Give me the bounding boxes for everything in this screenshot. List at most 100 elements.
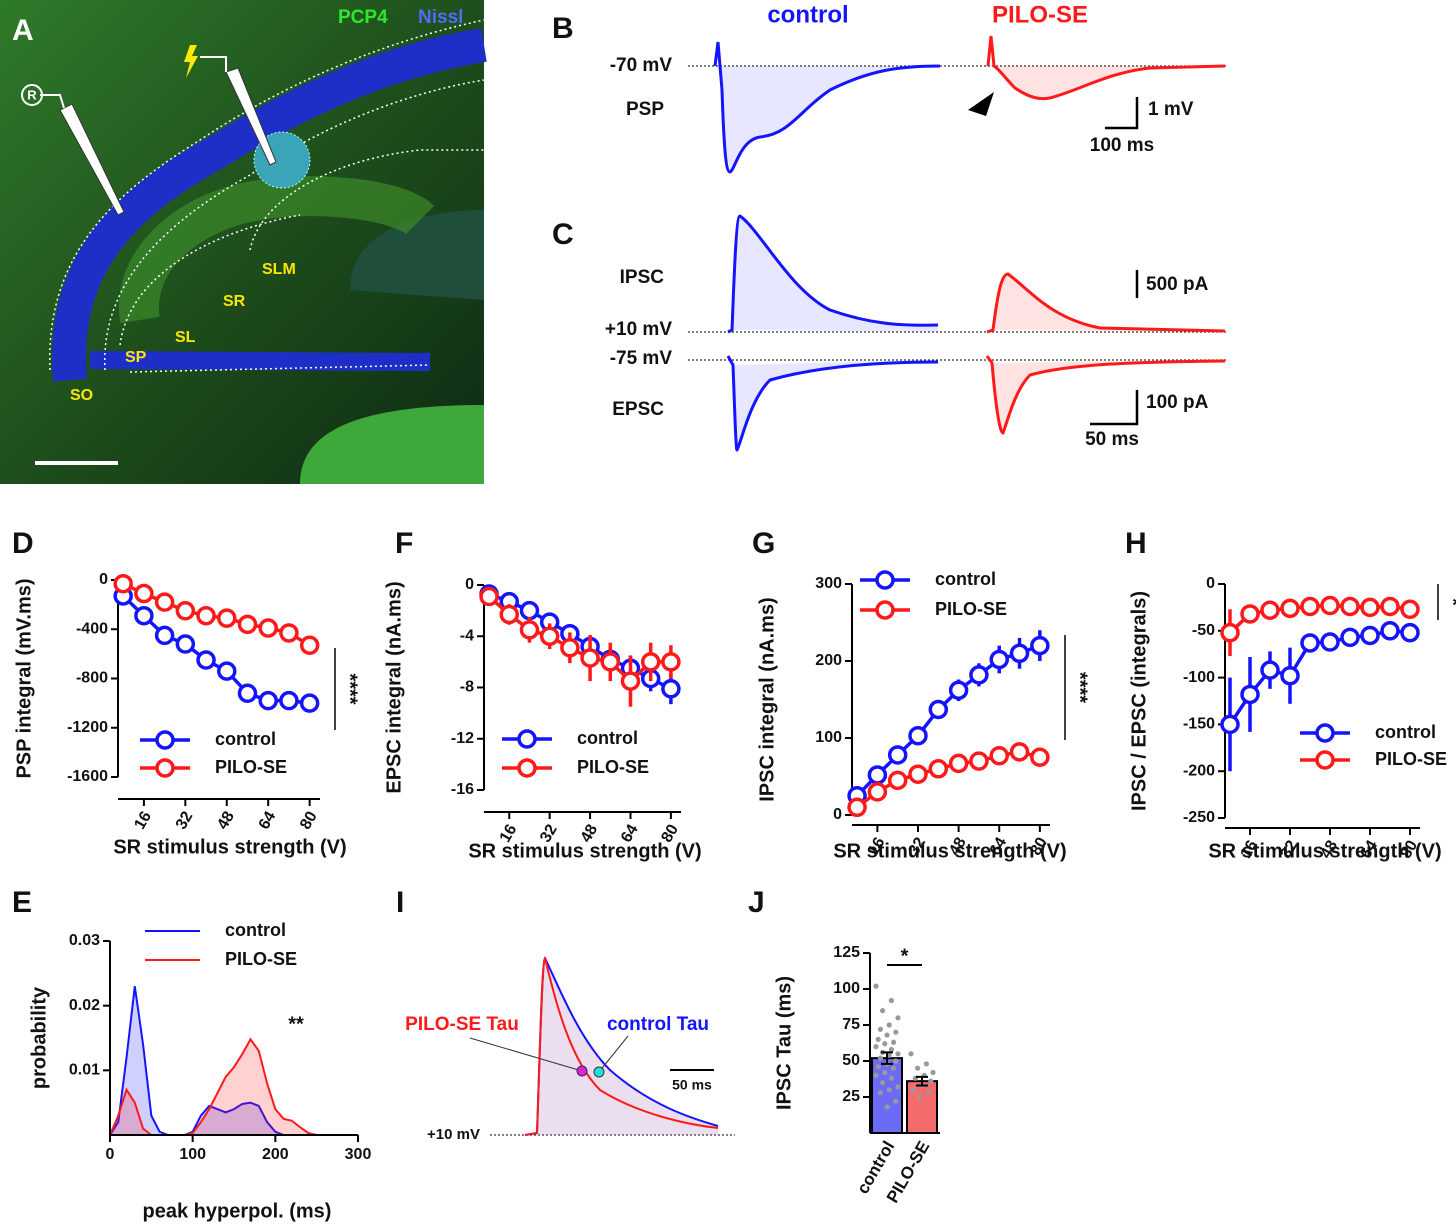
trace-label: EPSC — [612, 399, 664, 420]
data-point — [1340, 627, 1360, 648]
data-point — [134, 583, 154, 604]
y-axis-label: EPSC integral (nA.ms) — [383, 581, 405, 793]
data-point — [891, 1039, 897, 1045]
y-tick-label: -150 — [1183, 716, 1215, 733]
data-point — [279, 623, 299, 643]
y-tick-label: 0.02 — [69, 997, 100, 1014]
data-point — [1240, 684, 1260, 705]
x-tick-label: 32 — [537, 822, 561, 846]
data-point — [895, 1084, 901, 1090]
data-point — [237, 614, 258, 635]
series-line — [855, 643, 1041, 797]
x-tick-label: 16 — [497, 822, 521, 846]
data-point — [884, 1032, 890, 1038]
condition-label: PILO-SE — [992, 1, 1088, 28]
trace-label: PSP — [626, 99, 664, 120]
layer-label: SR — [223, 293, 246, 310]
data-point — [1380, 596, 1400, 617]
x-axis-label: SR stimulus strength (V) — [468, 840, 701, 862]
data-point — [928, 759, 949, 779]
data-point — [1320, 632, 1340, 652]
stain-label: Nissl — [418, 7, 463, 28]
data-point — [258, 618, 278, 638]
x-tick-label: 100 — [179, 1146, 206, 1163]
series-line — [487, 595, 671, 684]
panel-label: E — [12, 886, 32, 919]
data-point — [175, 634, 196, 654]
data-point — [640, 652, 661, 672]
data-point — [989, 745, 1009, 766]
y-tick-label: -800 — [76, 670, 108, 687]
area-fill — [110, 986, 358, 1135]
data-point — [887, 745, 908, 765]
data-point — [1300, 596, 1320, 617]
x-tick-label: 0 — [106, 1146, 115, 1163]
data-point — [888, 1046, 895, 1053]
panel-label: B — [552, 12, 574, 45]
tau-label: PILO-SE Tau — [405, 1014, 519, 1035]
data-point — [989, 649, 1009, 670]
data-point — [847, 797, 867, 818]
legend-label: PILO-SE — [935, 599, 1007, 619]
scale-label: 100 pA — [1146, 392, 1209, 413]
data-point — [882, 1041, 888, 1047]
y-tick-label: 75 — [842, 1016, 860, 1033]
data-point — [930, 1069, 936, 1076]
data-point — [580, 648, 600, 668]
data-point — [154, 625, 175, 646]
x-axis-label: SR stimulus strength (V) — [833, 840, 1066, 862]
trace — [713, 41, 941, 174]
data-point — [928, 699, 949, 720]
panel-label: F — [395, 527, 413, 560]
holding-label: -75 mV — [610, 348, 673, 369]
data-point — [875, 1036, 881, 1042]
scale-label: 500 pA — [1146, 274, 1209, 295]
y-tick-label: -400 — [76, 620, 108, 637]
trace — [726, 355, 939, 452]
data-point — [915, 1065, 921, 1071]
y-axis-label: IPSC / EPSC (integrals) — [1128, 591, 1150, 811]
trace-fill — [732, 216, 938, 332]
data-point — [1240, 604, 1260, 624]
significance: **** — [1069, 672, 1091, 703]
data-point — [908, 764, 928, 784]
series-line — [1228, 629, 1411, 726]
data-point — [479, 586, 499, 607]
legend-marker — [875, 600, 895, 620]
layer-label: SL — [175, 329, 196, 346]
tau-marker — [593, 1066, 605, 1078]
data-point — [888, 997, 895, 1004]
y-tick-label: 0.01 — [69, 1062, 100, 1079]
data-point — [519, 620, 540, 640]
y-tick-label: 25 — [842, 1088, 860, 1105]
y-tick-label: 100 — [833, 980, 860, 997]
x-tick-label: 16 — [1237, 838, 1261, 862]
layer-label: SP — [125, 349, 147, 366]
legend-marker — [517, 758, 537, 778]
trace — [727, 214, 939, 334]
x-axis-label: peak hyperpol. (ms) — [143, 1200, 332, 1222]
stain-label: PCP4 — [338, 7, 388, 28]
data-point — [877, 1090, 884, 1096]
y-tick-label: 200 — [815, 652, 842, 669]
trace-fill — [720, 66, 940, 172]
significance: ** — [288, 1013, 304, 1035]
data-point — [873, 1044, 879, 1050]
data-point — [910, 1087, 916, 1093]
data-point — [893, 1058, 899, 1064]
data-point — [867, 765, 888, 785]
legend-label: PILO-SE — [225, 949, 297, 969]
legend-label: control — [1375, 722, 1436, 742]
legend-marker — [1315, 723, 1335, 743]
series-line — [1228, 603, 1411, 634]
x-tick-label: 300 — [345, 1146, 372, 1163]
scale-label: 50 ms — [672, 1077, 712, 1093]
data-point — [908, 725, 928, 746]
micrograph — [0, 0, 487, 484]
data-point — [1400, 622, 1420, 643]
y-tick-label: -16 — [451, 781, 474, 798]
data-point — [895, 1051, 901, 1057]
data-point — [1220, 714, 1240, 735]
y-axis-label: IPSC Tau (ms) — [773, 976, 795, 1110]
legend-label: control — [935, 569, 996, 589]
